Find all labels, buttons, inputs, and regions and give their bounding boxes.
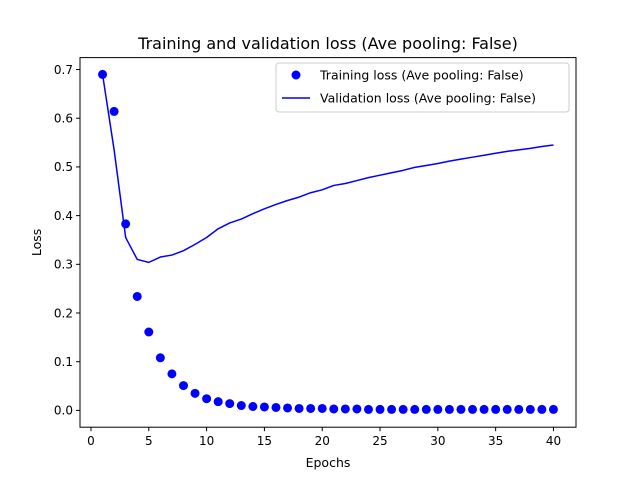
- validation-loss-line: [101, 74, 554, 264]
- training-loss-point: [132, 291, 142, 301]
- training-loss-point: [491, 404, 501, 414]
- training-loss-point: [283, 403, 293, 413]
- y-axis-ticks: 0.0 0.1 0.2 0.3 0.4 0.5 0.6 0.7: [54, 63, 80, 418]
- training-loss-point: [456, 404, 466, 414]
- training-loss-point: [167, 369, 177, 379]
- x-tick-label: 35: [488, 434, 503, 448]
- y-tick-label: 0.1: [54, 355, 73, 369]
- legend-box: [275, 62, 570, 113]
- training-loss-point: [190, 388, 200, 398]
- training-loss-point: [340, 404, 350, 414]
- y-tick-label: 0.4: [54, 209, 73, 223]
- training-loss-point: [479, 404, 489, 414]
- training-loss-point: [387, 404, 397, 414]
- training-loss-point: [294, 403, 304, 413]
- training-loss-point: [236, 401, 246, 411]
- training-loss-point: [98, 69, 108, 79]
- training-loss-point: [421, 404, 431, 414]
- x-tick-label: 0: [87, 434, 95, 448]
- training-loss-point: [202, 394, 212, 404]
- training-loss-point: [248, 402, 258, 412]
- training-loss-point: [121, 219, 131, 229]
- training-loss-point: [375, 404, 385, 414]
- y-tick-label: 0.6: [54, 112, 73, 126]
- training-loss-point: [537, 404, 547, 414]
- x-axis-ticks: 0 5 10 15 20 25 30 35 40: [87, 427, 561, 448]
- training-loss-point: [178, 381, 188, 391]
- training-loss-point: [525, 404, 535, 414]
- training-loss-point: [514, 404, 524, 414]
- training-loss-point: [502, 404, 512, 414]
- legend-label-validation: Validation loss (Ave pooling: False): [320, 91, 536, 106]
- y-tick-label: 0.5: [54, 160, 73, 174]
- x-tick-label: 20: [315, 434, 330, 448]
- training-loss-point: [433, 404, 443, 414]
- training-loss-point: [363, 404, 373, 414]
- chart-title: Training and validation loss (Ave poolin…: [137, 34, 518, 53]
- training-loss-point: [155, 353, 165, 363]
- training-loss-point: [444, 404, 454, 414]
- training-loss-point: [109, 106, 119, 116]
- training-loss-point: [306, 403, 316, 413]
- training-loss-point: [225, 399, 235, 409]
- legend: Training loss (Ave pooling: False) Valid…: [275, 62, 570, 113]
- x-axis-label: Epochs: [306, 455, 351, 470]
- training-loss-point: [144, 327, 154, 337]
- y-tick-label: 0.0: [54, 404, 73, 418]
- training-loss-point: [317, 403, 327, 413]
- training-loss-point: [468, 404, 478, 414]
- x-tick-label: 25: [372, 434, 387, 448]
- y-tick-label: 0.2: [54, 306, 73, 320]
- training-loss-point: [352, 404, 362, 414]
- training-loss-point: [271, 402, 281, 412]
- x-tick-label: 30: [430, 434, 445, 448]
- training-loss-point: [259, 402, 269, 412]
- legend-label-training: Training loss (Ave pooling: False): [319, 68, 524, 83]
- y-tick-label: 0.7: [54, 63, 73, 77]
- y-axis-label: Loss: [29, 229, 44, 256]
- plot-area: [98, 69, 558, 414]
- x-tick-label: 5: [145, 434, 153, 448]
- training-loss-point: [213, 397, 223, 407]
- x-tick-label: 40: [546, 434, 561, 448]
- x-tick-label: 10: [199, 434, 214, 448]
- legend-marker-training: [291, 70, 301, 80]
- axes-frame: [79, 57, 577, 428]
- training-loss-point: [410, 404, 420, 414]
- y-tick-label: 0.3: [54, 258, 73, 272]
- x-tick-label: 15: [257, 434, 272, 448]
- training-loss-point: [398, 404, 408, 414]
- training-loss-point: [329, 404, 339, 414]
- training-loss-point: [548, 404, 558, 414]
